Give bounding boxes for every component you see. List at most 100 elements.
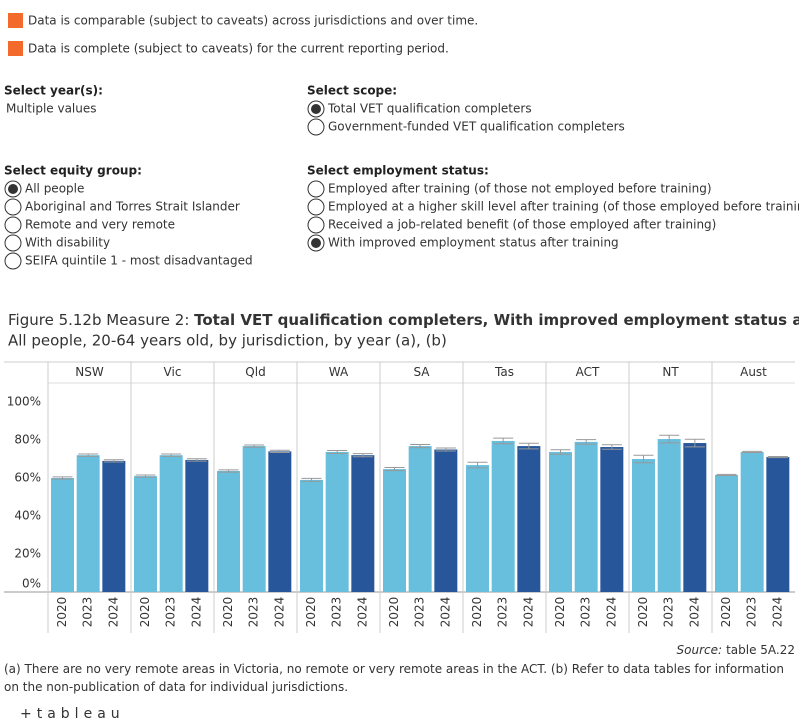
panel-header: WA [329,365,349,379]
source-label: Source: [677,643,723,657]
error-bar [467,461,488,469]
radio-button[interactable] [4,234,22,252]
bar [134,476,157,592]
footnote: (a) There are no very remote areas in Vi… [4,662,784,694]
source-text: table 5A.22 [726,643,795,657]
x-tick-label: 2024 [272,597,286,628]
bar [325,451,349,592]
x-tick-label: 2020 [138,597,152,628]
error-bar [435,447,456,452]
error-bar [218,469,239,473]
note-text: Data is complete (subject to caveats) fo… [28,42,449,56]
filter-label: Select equity group: [4,164,142,178]
note-swatch [8,41,23,56]
bar [408,446,432,592]
bar [242,446,266,592]
radio-option[interactable]: With disability [25,236,110,250]
bar [657,439,681,592]
radio-button[interactable] [307,198,325,216]
y-tick-label: 20% [14,547,41,561]
filter-value: Multiple values [6,102,97,116]
bar [491,440,515,592]
error-bar [161,453,182,457]
radio-option[interactable]: Employed at a higher skill level after t… [328,200,799,214]
bar [159,455,183,592]
radio-option[interactable]: Aboriginal and Torres Strait Islander [25,200,240,214]
bar [632,459,655,592]
radio-button[interactable] [307,180,325,198]
panel-header: NSW [75,365,104,379]
radio-option[interactable]: All people [25,182,84,196]
bar [766,457,790,592]
x-tick-label: 2023 [579,597,593,628]
bar [268,451,292,592]
panel-header: Tas [494,365,514,379]
radio-selected [8,184,18,194]
radio-button[interactable] [4,198,22,216]
error-bar [301,477,322,482]
radio-button[interactable] [4,252,22,270]
error-bar [633,454,654,464]
error-bar [78,453,99,457]
error-bar [742,450,763,454]
x-tick-label: 2024 [189,597,203,628]
x-tick-label: 2023 [745,597,759,628]
x-tick-label: 2020 [719,597,733,628]
bar [76,455,100,592]
panel-header: Vic [164,365,182,379]
filter-label: Select employment status: [307,164,489,178]
radio-option[interactable]: Total VET qualification completers [327,102,532,116]
error-bar [52,476,73,480]
radio-button[interactable] [307,216,325,234]
error-bar [518,442,539,450]
error-bar [601,444,622,450]
bar [185,459,209,592]
bar [51,478,74,592]
radio-option[interactable]: SEIFA quintile 1 - most disadvantaged [25,254,253,268]
radio-selected [311,238,321,248]
note-swatch [8,13,23,28]
x-tick-label: 2023 [496,597,510,628]
x-tick-label: 2020 [304,597,318,628]
x-tick-label: 2020 [553,597,567,628]
error-bar [269,449,290,454]
y-tick-label: 80% [14,433,41,447]
radio-option[interactable]: Employed after training (of those not em… [328,182,712,196]
y-tick-label: 40% [14,509,41,523]
panel-header: Aust [740,365,767,379]
x-tick-label: 2023 [247,597,261,628]
x-tick-label: 2024 [106,597,120,628]
error-bar [384,467,405,472]
radio-option[interactable]: Remote and very remote [25,218,175,232]
filter-label: Select year(s): [4,84,103,98]
bar [434,449,458,592]
radio-option[interactable]: Government-funded VET qualification comp… [328,120,625,134]
error-bar [684,438,705,448]
panel-header: Qld [245,365,265,379]
bar [102,460,126,592]
tableau-logo: +tableau [20,706,125,722]
error-bar [186,458,207,462]
panel-header: SA [413,365,430,379]
radio-option[interactable]: Received a job-related benefit (of those… [328,218,716,232]
y-tick-label: 0% [22,577,41,591]
panel-header: ACT [576,365,600,379]
radio-button[interactable] [307,118,325,136]
radio-selected [311,104,321,114]
x-tick-label: 2020 [221,597,235,628]
x-tick-label: 2024 [687,597,701,628]
bar [549,451,572,592]
bar [217,470,240,592]
x-tick-label: 2023 [662,597,676,628]
x-tick-label: 2023 [164,597,178,628]
error-bar [327,449,348,454]
radio-option[interactable]: With improved employment status after tr… [328,236,619,250]
source: Source: table 5A.22 [677,643,795,657]
x-tick-label: 2024 [770,597,784,628]
radio-button[interactable] [4,216,22,234]
panel-header: NT [662,365,679,379]
bar [740,451,764,592]
bar [715,474,738,592]
bar [383,469,406,592]
